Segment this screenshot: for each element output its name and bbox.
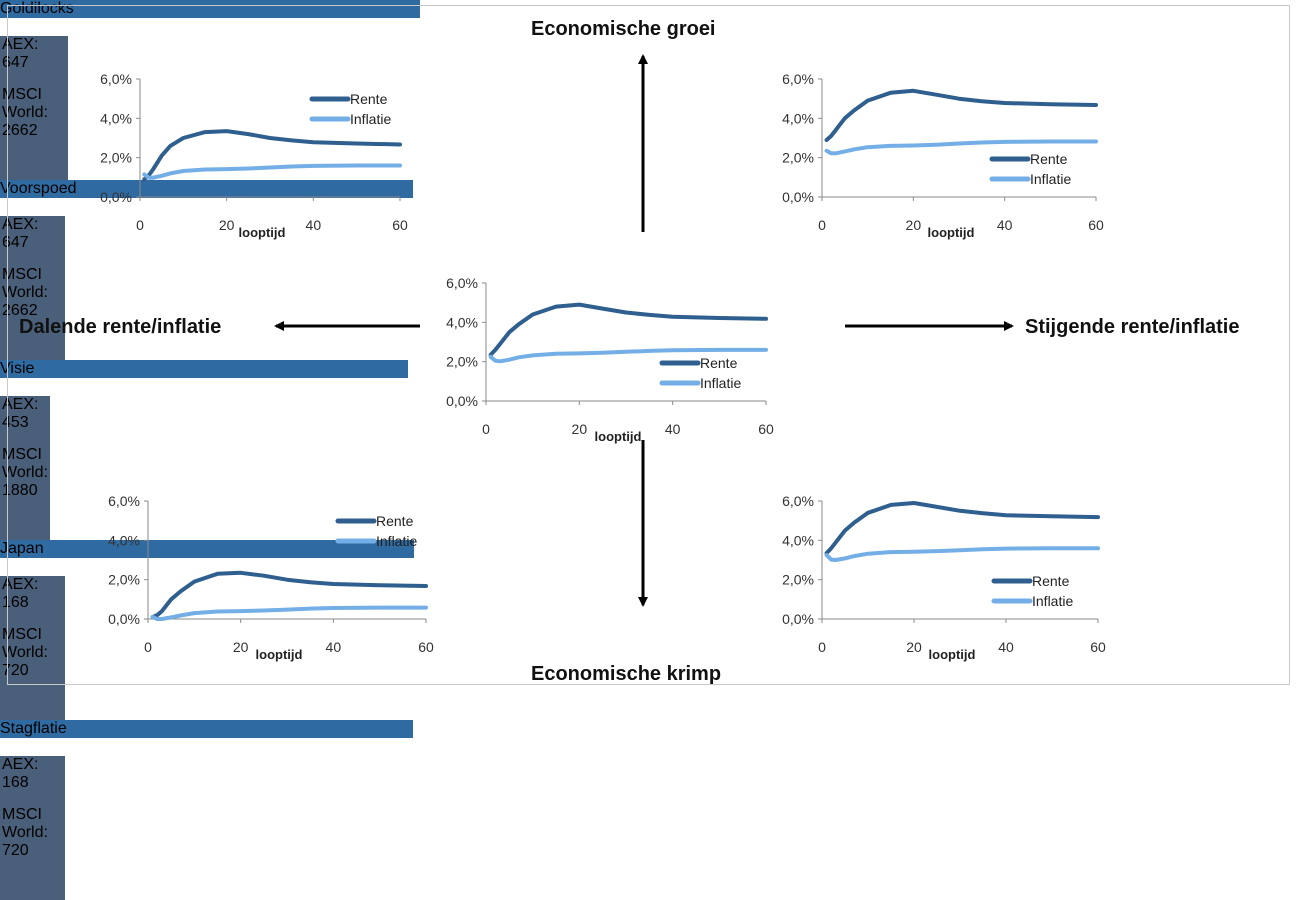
axis-label-top: Economische groei [531, 18, 716, 40]
chart-title: Goldilocks [0, 0, 420, 18]
msci-value: 2662 [2, 302, 38, 319]
market-stats-box: AEX: 647 MSCI World: 2662 [0, 36, 68, 180]
msci-label: MSCI World: [2, 446, 48, 481]
chart-title: Voorspoed [0, 180, 413, 198]
aex-value: 453 [2, 414, 29, 431]
axis-label-left: Dalende rente/inflatie [19, 316, 222, 338]
msci-value: 720 [2, 662, 29, 679]
aex-value: 647 [2, 54, 29, 71]
chart-title: Visie [0, 360, 408, 378]
aex-value: 647 [2, 234, 29, 251]
aex-label: AEX: [2, 36, 39, 53]
msci-label: MSCI World: [2, 626, 48, 661]
aex-label: AEX: [2, 396, 39, 413]
msci-value: 720 [2, 842, 29, 859]
chart-title: Stagflatie [0, 720, 413, 738]
aex-value: 168 [2, 774, 29, 791]
axis-label-right: Stijgende rente/inflatie [1025, 316, 1240, 338]
market-stats-box: AEX: 647 MSCI World: 2662 [0, 216, 65, 360]
axis-label-bottom: Economische krimp [531, 663, 722, 685]
aex-value: 168 [2, 594, 29, 611]
chart-title: Japan [0, 540, 414, 558]
msci-label: MSCI World: [2, 806, 48, 841]
aex-label: AEX: [2, 216, 39, 233]
msci-value: 1880 [2, 482, 38, 499]
aex-label: AEX: [2, 756, 39, 773]
msci-label: MSCI World: [2, 266, 48, 301]
market-stats-box: AEX: 168 MSCI World: 720 [0, 756, 65, 900]
market-stats-box: AEX: 453 MSCI World: 1880 [0, 396, 50, 540]
figure-frame [7, 5, 1290, 685]
aex-label: AEX: [2, 576, 39, 593]
quadrant-arrows [274, 54, 1014, 607]
msci-value: 2662 [2, 122, 38, 139]
msci-label: MSCI World: [2, 86, 48, 121]
